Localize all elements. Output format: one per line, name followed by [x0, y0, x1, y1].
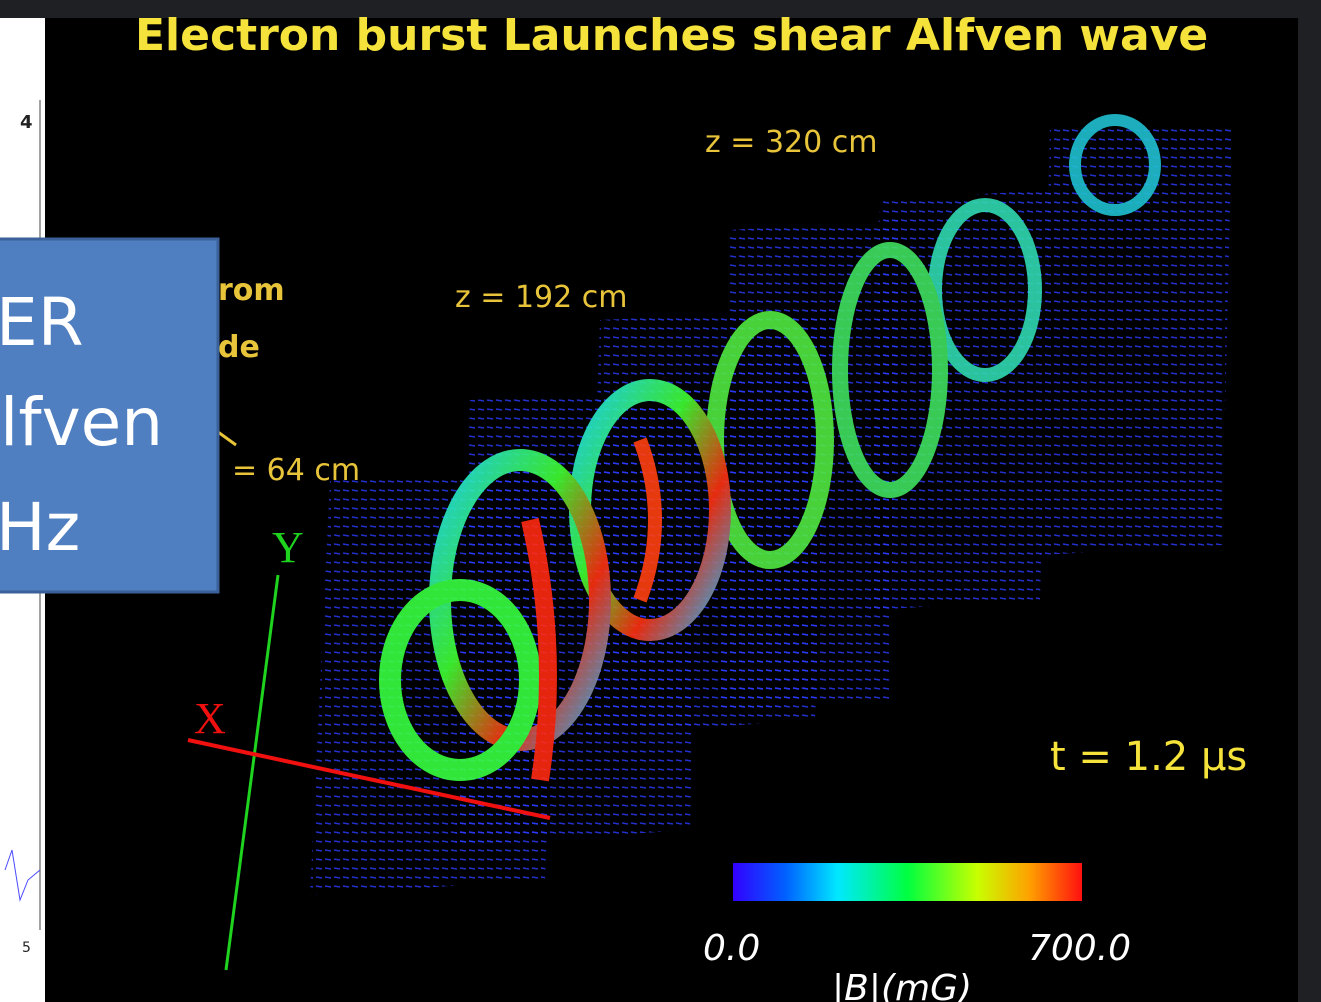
plane-label: z = 320 cm — [705, 125, 877, 160]
arrow — [217, 430, 237, 447]
axis-label: Y — [272, 523, 304, 572]
y-axis — [224, 574, 280, 971]
plot-line — [4, 849, 41, 902]
plane-label: = 64 cm — [232, 453, 360, 488]
side-tick: 4 — [20, 112, 33, 133]
annotation: de — [218, 330, 260, 365]
field-swirls — [379, 114, 1161, 782]
overlay-box — [0, 237, 220, 594]
annotation: rom — [218, 273, 285, 308]
side-tick: 5 — [22, 940, 31, 956]
axis-label: X — [194, 694, 226, 743]
plane-label: z = 192 cm — [455, 280, 627, 315]
colorbar-max: 700.0 — [1028, 928, 1131, 969]
colorbar-label: |B|(mG) — [832, 968, 972, 1002]
box-line: Hz — [0, 489, 80, 566]
colorbar — [733, 863, 1082, 901]
box-line: ER — [0, 284, 84, 361]
title: Electron burst Launches shear Alfven wav… — [135, 10, 1208, 61]
x-axis — [187, 738, 551, 820]
colorbar-min: 0.0 — [703, 928, 760, 969]
field-planes — [310, 125, 1232, 895]
time-label: t = 1.2 μs — [1050, 734, 1247, 780]
box-line: lfven — [0, 384, 163, 461]
